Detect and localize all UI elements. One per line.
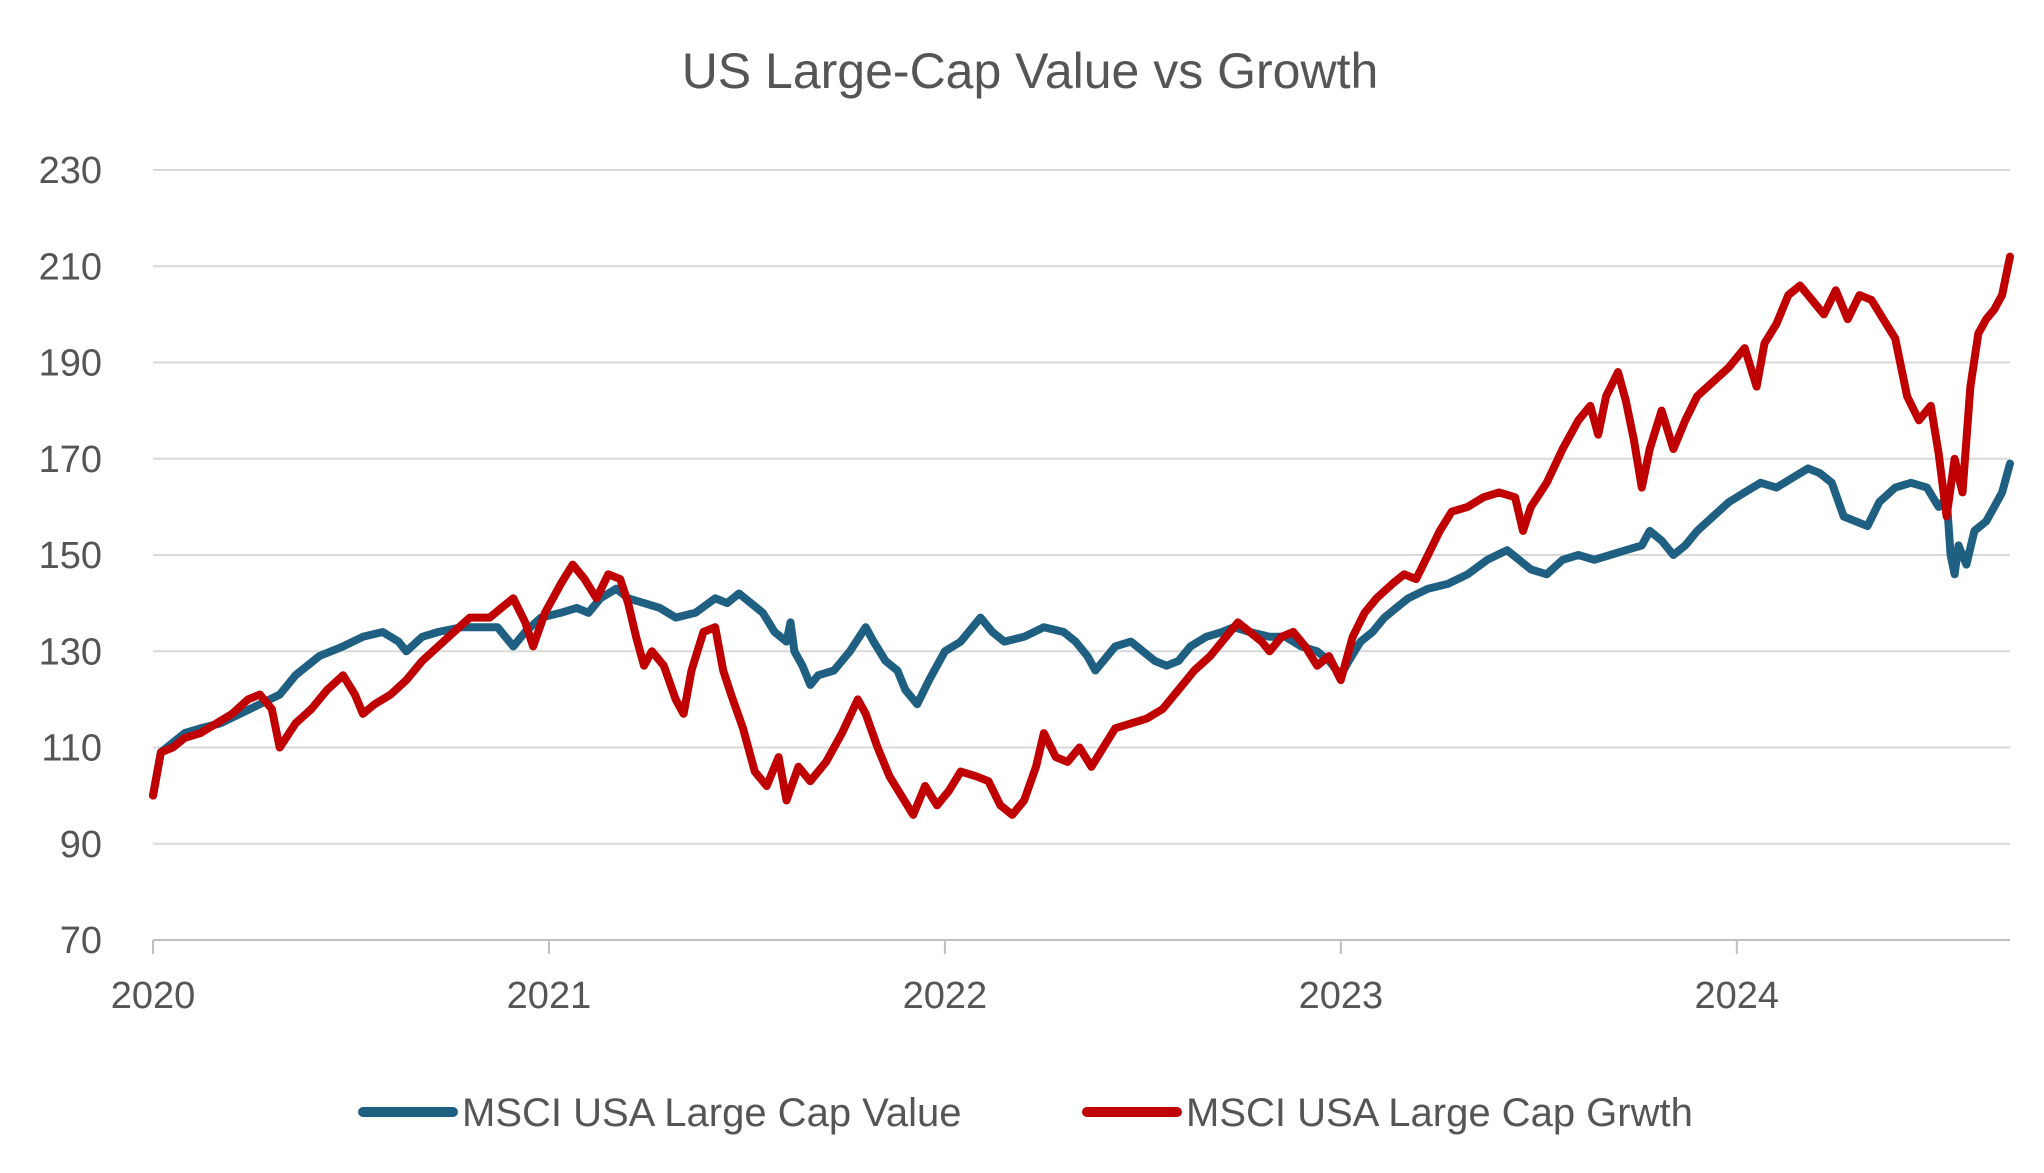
legend-label-growth: MSCI USA Large Cap Grwth [1186, 1091, 1693, 1135]
x-tick-label-2020: 2020 [111, 975, 196, 1017]
y-tick-label-230: 230 [39, 150, 102, 192]
chart-title: US Large-Cap Value vs Growth [682, 43, 1379, 99]
y-tick-label-70: 70 [60, 920, 102, 962]
x-axis: 2020 2021 2022 2023 2024 [111, 939, 2010, 1017]
legend: MSCI USA Large Cap Value MSCI USA Large C… [358, 1091, 1693, 1135]
y-tick-label-130: 130 [39, 631, 102, 673]
y-tick-label-210: 210 [39, 246, 102, 288]
x-tick-label-2024: 2024 [1695, 975, 1780, 1017]
y-tick-label-150: 150 [39, 535, 102, 577]
gridlines [153, 169, 2010, 845]
y-tick-label-110: 110 [41, 728, 102, 770]
x-tick-label-2022: 2022 [903, 975, 988, 1017]
series-line-growth [149, 252, 2014, 819]
y-tick-label-170: 170 [39, 439, 102, 481]
y-tick-label-90: 90 [60, 824, 102, 866]
y-tick-label-190: 190 [39, 343, 102, 385]
x-tick-label-2023: 2023 [1299, 975, 1384, 1017]
series-line-value [149, 459, 2014, 800]
legend-label-value: MSCI USA Large Cap Value [462, 1091, 962, 1135]
x-tick-label-2021: 2021 [507, 975, 592, 1017]
series-lines [149, 252, 2014, 819]
y-axis-tick-labels: 70 90 110 130 150 170 190 210 230 [39, 150, 102, 962]
